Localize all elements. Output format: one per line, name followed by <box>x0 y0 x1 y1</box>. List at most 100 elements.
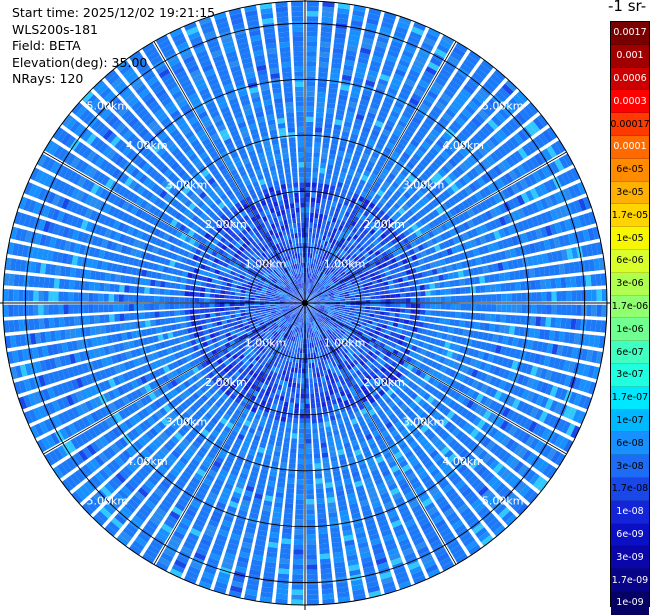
range-gate <box>308 248 311 253</box>
range-gate <box>335 305 340 307</box>
range-gate <box>314 147 321 153</box>
range-gate <box>326 205 331 211</box>
range-gate <box>510 282 516 291</box>
range-gate <box>301 378 304 383</box>
range-gate <box>293 559 304 564</box>
range-gate <box>312 342 315 347</box>
range-gate <box>400 293 405 297</box>
range-gate <box>306 182 311 187</box>
range-gate <box>410 286 416 291</box>
range-gate <box>316 352 319 357</box>
range-gate <box>550 278 556 288</box>
range-gate <box>325 426 331 432</box>
range-gate <box>319 52 329 58</box>
range-gate <box>298 459 304 464</box>
range-gate <box>393 322 399 327</box>
range-gate <box>400 288 406 293</box>
range-gate <box>551 291 556 301</box>
range-gate <box>321 158 327 164</box>
range-gate <box>355 298 360 301</box>
range-gate <box>327 200 332 206</box>
range-gate <box>316 483 324 489</box>
range-gate <box>320 47 331 53</box>
range-gate <box>350 303 355 305</box>
range-gate <box>330 378 335 384</box>
range-gate <box>450 288 455 294</box>
range-gate <box>511 293 516 302</box>
range-gate <box>306 207 310 212</box>
range-gate <box>316 367 320 372</box>
range-gate <box>318 528 328 534</box>
range-gate <box>307 328 309 333</box>
range-gate <box>314 458 321 464</box>
range-gate <box>312 428 318 433</box>
range-gate <box>314 142 321 148</box>
range-gate <box>307 554 317 559</box>
range-gate <box>587 290 592 302</box>
range-gate <box>313 378 317 383</box>
range-gate <box>294 368 297 373</box>
range-gate <box>322 143 329 149</box>
range-gate <box>385 304 390 308</box>
range-gate <box>288 468 295 474</box>
range-gate <box>321 204 326 210</box>
range-gate <box>307 585 319 590</box>
range-gate <box>470 286 476 293</box>
range-gate <box>449 319 455 326</box>
range-gate <box>368 285 374 289</box>
range-gate <box>313 248 316 253</box>
range-gate <box>306 127 313 132</box>
range-gate <box>592 305 597 317</box>
range-gate <box>489 274 495 282</box>
range-gate <box>306 499 314 504</box>
range-gate <box>309 378 313 383</box>
range-gate <box>365 303 370 306</box>
range-gate <box>300 333 302 338</box>
range-gate <box>402 276 408 281</box>
range-gate <box>294 529 303 534</box>
range-gate <box>349 310 354 313</box>
range-gate <box>382 277 388 282</box>
range-gate <box>224 328 230 333</box>
range-gate <box>289 377 293 383</box>
range-gate <box>324 230 328 236</box>
range-gate <box>489 324 495 332</box>
range-gate <box>299 338 301 343</box>
range-gate <box>318 239 322 245</box>
range-gate <box>306 82 315 87</box>
range-gate <box>451 296 456 302</box>
range-gate <box>306 389 310 394</box>
range-gate <box>296 484 304 489</box>
range-gate <box>307 268 309 273</box>
range-gate <box>309 223 313 228</box>
range-gate <box>322 365 326 371</box>
range-gate <box>305 228 308 233</box>
range-gate <box>315 478 323 484</box>
range-gate <box>324 370 328 376</box>
range-gate <box>316 198 321 204</box>
range-gate <box>471 295 476 302</box>
range-gate <box>277 584 289 590</box>
range-gate <box>325 225 329 231</box>
range-gate <box>279 380 284 386</box>
range-gate <box>311 403 316 408</box>
range-gate <box>329 389 334 395</box>
range-gate <box>313 433 319 439</box>
range-gate <box>287 366 291 372</box>
range-gate <box>310 208 314 213</box>
range-gate <box>306 97 314 102</box>
range-gate <box>326 221 331 227</box>
range-gate <box>354 292 359 295</box>
range-gate <box>296 499 304 504</box>
range-gate <box>366 278 372 282</box>
range-gate <box>308 268 310 273</box>
range-gate <box>306 394 310 399</box>
range-gate <box>490 314 496 322</box>
range-gate <box>292 590 304 595</box>
range-gate <box>320 553 331 559</box>
range-gate <box>363 319 369 323</box>
range-gate <box>420 310 425 315</box>
range-gate <box>317 224 321 230</box>
range-gate <box>389 285 395 289</box>
range-gate <box>283 518 292 524</box>
